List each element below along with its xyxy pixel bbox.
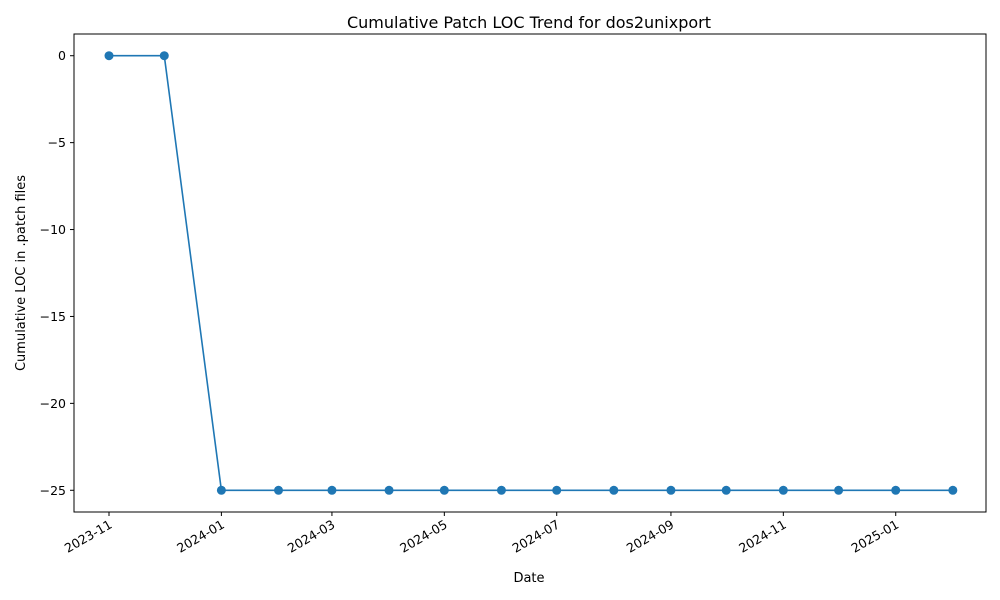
y-tick-label: −10 — [40, 222, 66, 237]
data-point — [439, 485, 449, 495]
chart-title: Cumulative Patch LOC Trend for dos2unixp… — [347, 13, 711, 32]
x-axis: 2023-11 2024-01 2024-03 2024-05 2024-07 2024-… — [62, 512, 901, 556]
x-tick-label: 2024-01 — [174, 517, 227, 556]
y-axis-label: Cumulative LOC in .patch files — [14, 175, 29, 371]
data-point — [666, 485, 676, 495]
y-tick-label: −25 — [40, 483, 66, 498]
data-point — [496, 485, 506, 495]
x-tick-label: 2024-09 — [624, 517, 677, 556]
data-point — [609, 485, 619, 495]
data-point — [104, 51, 114, 61]
y-tick-label: −20 — [40, 396, 66, 411]
y-tick-label: 0 — [58, 48, 66, 63]
data-point — [216, 485, 226, 495]
x-tick-label: 2024-07 — [509, 517, 562, 556]
x-axis-label: Date — [513, 571, 544, 586]
data-point — [778, 485, 788, 495]
data-point — [721, 485, 731, 495]
x-tick-label: 2023-11 — [62, 517, 115, 556]
series-line — [109, 54, 953, 492]
x-tick-label: 2024-11 — [736, 517, 789, 556]
data-point — [384, 485, 394, 495]
data-point — [834, 485, 844, 495]
data-point — [327, 485, 337, 495]
data-point — [552, 485, 562, 495]
axes-frame — [73, 33, 987, 513]
x-tick-label: 2024-05 — [397, 517, 450, 556]
data-point — [274, 485, 284, 495]
y-tick-label: −5 — [48, 135, 66, 150]
x-tick-label: 2024-03 — [285, 517, 338, 556]
data-point — [891, 485, 901, 495]
y-tick-label: −15 — [40, 309, 66, 324]
x-tick-label: 2025-01 — [848, 517, 901, 556]
data-point — [159, 51, 169, 61]
data-point — [948, 485, 958, 495]
plot-area — [104, 51, 958, 495]
y-axis: 0 −5 −10 −15 −20 −25 — [40, 48, 74, 498]
